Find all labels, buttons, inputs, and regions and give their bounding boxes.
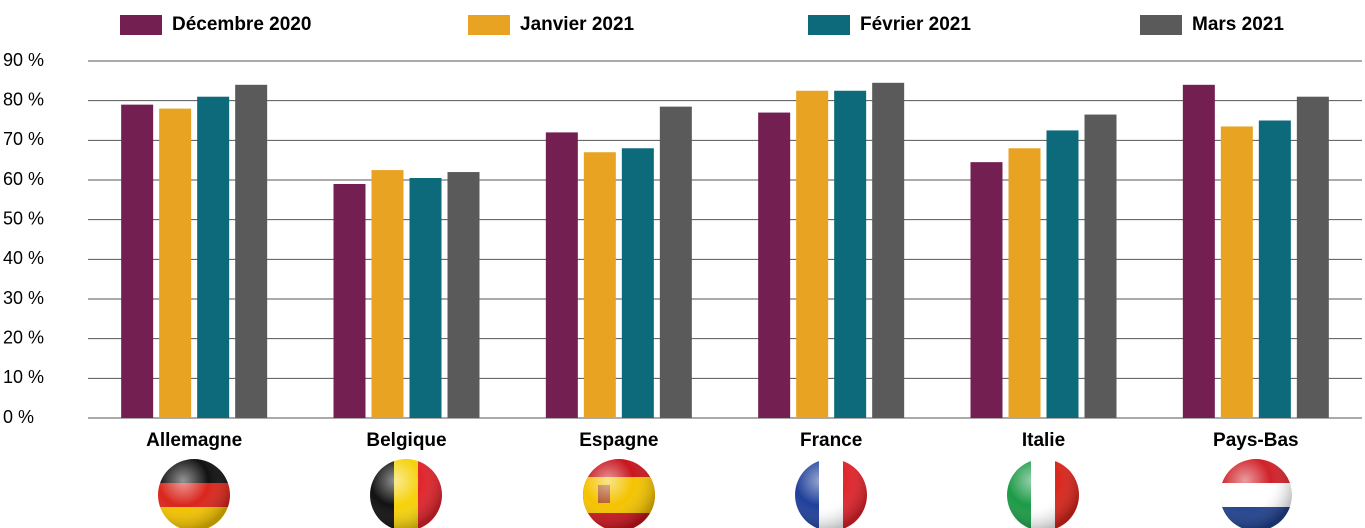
bar: [970, 162, 1003, 418]
bar: [1084, 114, 1117, 419]
y-tick-label: 50 %: [3, 208, 44, 228]
legend-label: Février 2021: [860, 14, 971, 35]
bar: [159, 108, 192, 418]
bar: [371, 170, 404, 418]
flag-netherlands: [1220, 459, 1292, 528]
bar: [758, 112, 791, 419]
bar: [583, 152, 616, 418]
bar: [1220, 126, 1253, 418]
bar: [545, 132, 578, 418]
y-tick-label: 60 %: [3, 169, 44, 189]
flag-spain: [583, 459, 655, 528]
bar: [121, 104, 154, 418]
bar: [197, 96, 230, 418]
x-tick-label: Pays-Bas: [1213, 430, 1299, 451]
bar: [1046, 130, 1079, 418]
x-tick-label: Italie: [1022, 430, 1065, 451]
bar: [1008, 148, 1041, 418]
legend-label: Décembre 2020: [172, 14, 311, 35]
legend-swatch: [120, 15, 162, 35]
bar: [235, 84, 268, 419]
y-tick-label: 10 %: [3, 367, 44, 387]
flag-france: [795, 459, 867, 528]
bar: [409, 178, 442, 418]
flag-germany: [158, 459, 230, 528]
legend-swatch: [808, 15, 850, 35]
flag-italy: [1007, 459, 1079, 528]
legend-swatch: [468, 15, 510, 35]
flag-belgium: [370, 459, 442, 528]
y-tick-label: 90 %: [3, 50, 44, 70]
legend-label: Mars 2021: [1192, 14, 1284, 35]
y-tick-label: 80 %: [3, 89, 44, 109]
bar: [447, 172, 480, 418]
y-tick-label: 70 %: [3, 129, 44, 149]
bar: [834, 90, 867, 418]
bar: [333, 183, 366, 418]
legend-swatch: [1140, 15, 1182, 35]
x-tick-label: Belgique: [366, 430, 446, 451]
x-tick-label: France: [800, 430, 862, 451]
y-tick-label: 30 %: [3, 288, 44, 308]
bar: [621, 148, 654, 418]
x-tick-label: Espagne: [579, 430, 658, 451]
y-tick-label: 0 %: [3, 407, 34, 427]
legend-label: Janvier 2021: [520, 14, 635, 35]
flags: [158, 459, 1292, 528]
bar: [1258, 120, 1291, 418]
bar: [872, 82, 905, 419]
bar: [659, 106, 692, 418]
x-tick-label: Allemagne: [146, 430, 242, 451]
bar: [1296, 96, 1329, 418]
bar: [1182, 84, 1215, 419]
y-tick-label: 40 %: [3, 248, 44, 268]
bar: [796, 90, 829, 418]
y-tick-label: 20 %: [3, 327, 44, 347]
